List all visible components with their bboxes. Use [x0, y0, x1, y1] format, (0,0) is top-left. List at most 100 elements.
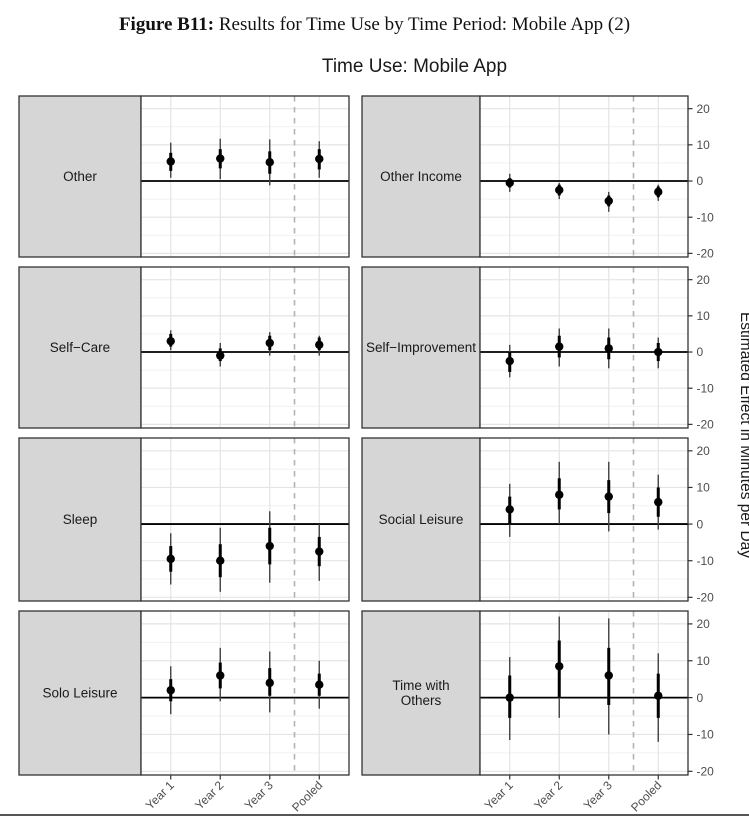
y-axis-tick-label: 0 — [697, 691, 704, 705]
point-estimate-pooled — [654, 497, 663, 507]
point-estimate-year-2 — [555, 342, 564, 351]
point-estimate-pooled — [654, 691, 663, 700]
y-axis-tick-label: 20 — [697, 444, 711, 458]
panel-border — [140, 610, 350, 776]
strip-label: Others — [401, 693, 442, 708]
y-axis-tick-label: -20 — [697, 591, 715, 605]
strip-label: Other — [63, 169, 97, 184]
point-estimate-year-3 — [604, 344, 613, 353]
point-estimate-year-2 — [555, 490, 564, 499]
strip-bg — [361, 437, 481, 602]
y-axis-tick-label: 10 — [697, 481, 711, 495]
y-axis-tick-label: 20 — [697, 617, 711, 631]
point-estimate-year-2 — [555, 185, 564, 195]
facet-panel-social-leisure: Social Leisure 20 10 0 -10 -20 — [361, 437, 715, 605]
point-estimate-year-2 — [555, 662, 564, 671]
x-axis-tick-label: Year 2 — [531, 778, 565, 812]
point-estimate-year-3 — [265, 158, 274, 167]
strip-bg — [361, 610, 481, 776]
x-axis-tick-label: Pooled — [628, 778, 664, 812]
point-estimate-year-2 — [216, 671, 225, 680]
point-estimate-year-1 — [505, 693, 514, 702]
facet-panel-sleep: Sleep — [18, 437, 350, 602]
strip-bg — [18, 437, 142, 602]
panel-border — [479, 610, 689, 776]
strip-label: Sleep — [63, 512, 98, 527]
y-axis-tick-label: -20 — [697, 247, 715, 261]
point-estimate-year-3 — [265, 541, 274, 551]
x-axis-tick-label: Year 3 — [242, 778, 276, 812]
x-axis-tick-label: Year 1 — [143, 778, 177, 812]
y-axis-tick-label: -20 — [697, 418, 715, 432]
strip-label: Self−Care — [50, 340, 110, 355]
point-estimate-year-2 — [216, 154, 225, 163]
y-axis-tick-label: 0 — [697, 345, 704, 359]
panel-border — [479, 437, 689, 602]
strip-label: Time with — [392, 678, 449, 693]
page-bottom-rule — [0, 814, 749, 816]
chart-title: Time Use: Mobile App — [321, 56, 508, 77]
point-estimate-pooled — [315, 154, 324, 164]
point-estimate-year-1 — [166, 336, 175, 346]
y-axis-title: Estimated Effect in Minutes per Day — [737, 312, 749, 558]
facet-panel-other-income: Other Income 20 10 0 -10 -20 — [361, 95, 715, 261]
point-estimate-year-1 — [166, 686, 175, 695]
panel-bg — [141, 611, 349, 775]
panel-bg — [141, 438, 349, 601]
panel-border — [140, 437, 350, 602]
point-estimate-pooled — [654, 347, 663, 357]
panel-border — [479, 266, 689, 429]
x-axis-tick-label: Year 1 — [482, 778, 516, 812]
point-estimate-year-3 — [265, 678, 274, 688]
y-axis-tick-label: 0 — [697, 174, 704, 188]
point-estimate-pooled — [654, 187, 663, 197]
point-estimate-pooled — [315, 680, 324, 689]
figure-caption-text: Results for Time Use by Time Period: Mob… — [218, 14, 631, 35]
point-estimate-year-3 — [604, 196, 613, 206]
y-axis-tick-label: 20 — [697, 102, 711, 116]
strip-bg — [361, 266, 481, 429]
point-estimate-year-3 — [604, 492, 613, 501]
panel-bg — [141, 267, 349, 428]
y-axis-tick-label: -10 — [697, 728, 715, 742]
strip-label: Solo Leisure — [42, 686, 117, 701]
point-estimate-year-2 — [216, 351, 225, 360]
y-axis-tick-label: 20 — [697, 273, 711, 287]
y-axis-tick-label: 10 — [697, 309, 711, 323]
y-axis-tick-label: 10 — [697, 138, 711, 152]
y-axis-tick-label: -10 — [697, 554, 715, 568]
strip-bg — [361, 95, 481, 258]
y-axis-tick-label: -20 — [697, 765, 715, 779]
y-axis-tick-label: -10 — [697, 210, 715, 224]
point-estimate-pooled — [315, 340, 324, 349]
y-axis-tick-label: 0 — [697, 517, 704, 531]
facet-panel-other: Other — [18, 95, 350, 258]
y-axis-tick-label: 10 — [697, 654, 711, 668]
facet-panel-self-care: Self−Care — [18, 266, 350, 429]
point-estimate-year-1 — [505, 505, 514, 514]
strip-bg — [18, 95, 142, 258]
panel-bg — [480, 438, 688, 601]
panel-border — [479, 95, 689, 258]
panel-bg — [480, 96, 688, 257]
time-use-facet-chart: Other Other Income 20 10 0 -10 -20 Self−Care Sel… — [18, 95, 749, 812]
strip-label: Other Income — [380, 169, 462, 184]
panel-bg — [480, 267, 688, 428]
strip-label: Self−Improvement — [366, 340, 476, 355]
panel-bg — [480, 611, 688, 775]
x-axis-tick-label: Year 3 — [581, 778, 615, 812]
panel-bg — [141, 96, 349, 257]
figure-caption-label: Figure B11: — [118, 14, 215, 35]
strip-bg — [18, 266, 142, 429]
point-estimate-year-1 — [166, 157, 175, 166]
panel-border — [140, 95, 350, 258]
y-axis-tick-label: -10 — [697, 381, 715, 395]
point-estimate-pooled — [315, 547, 324, 556]
panel-border — [140, 266, 350, 429]
x-axis-tick-label: Year 2 — [192, 778, 226, 812]
strip-label: Social Leisure — [379, 512, 464, 527]
point-estimate-year-3 — [604, 671, 613, 680]
facet-panel-self-improvement: Self−Improvement 20 10 0 -10 -20 — [361, 266, 715, 432]
point-estimate-year-1 — [166, 554, 175, 564]
